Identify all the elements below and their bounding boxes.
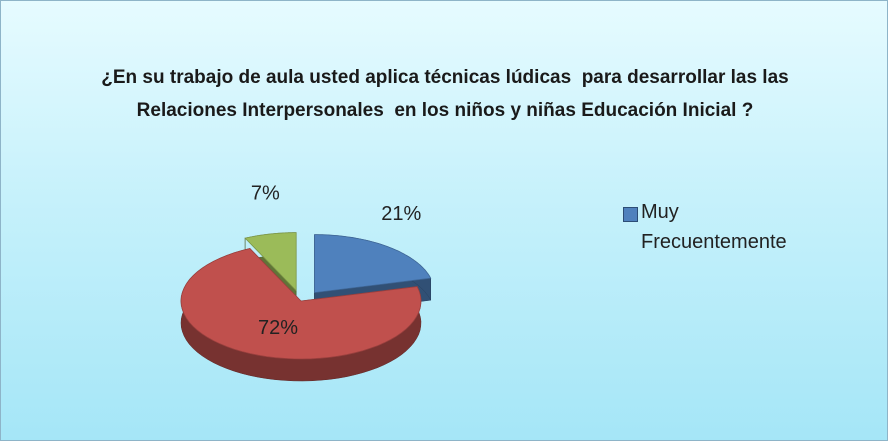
slice bbox=[314, 234, 432, 294]
chart-title: ¿En su trabajo de aula usted aplica técn… bbox=[101, 67, 794, 121]
data-label: 21% bbox=[381, 203, 421, 225]
slice bbox=[180, 248, 422, 360]
legend-label: Muy Frecuentemente bbox=[641, 201, 787, 253]
legend-swatch bbox=[623, 207, 638, 222]
data-label: 72% bbox=[258, 317, 298, 339]
slice bbox=[244, 232, 297, 292]
pie-slice bbox=[180, 247, 422, 382]
data-label: 7% bbox=[251, 183, 280, 205]
